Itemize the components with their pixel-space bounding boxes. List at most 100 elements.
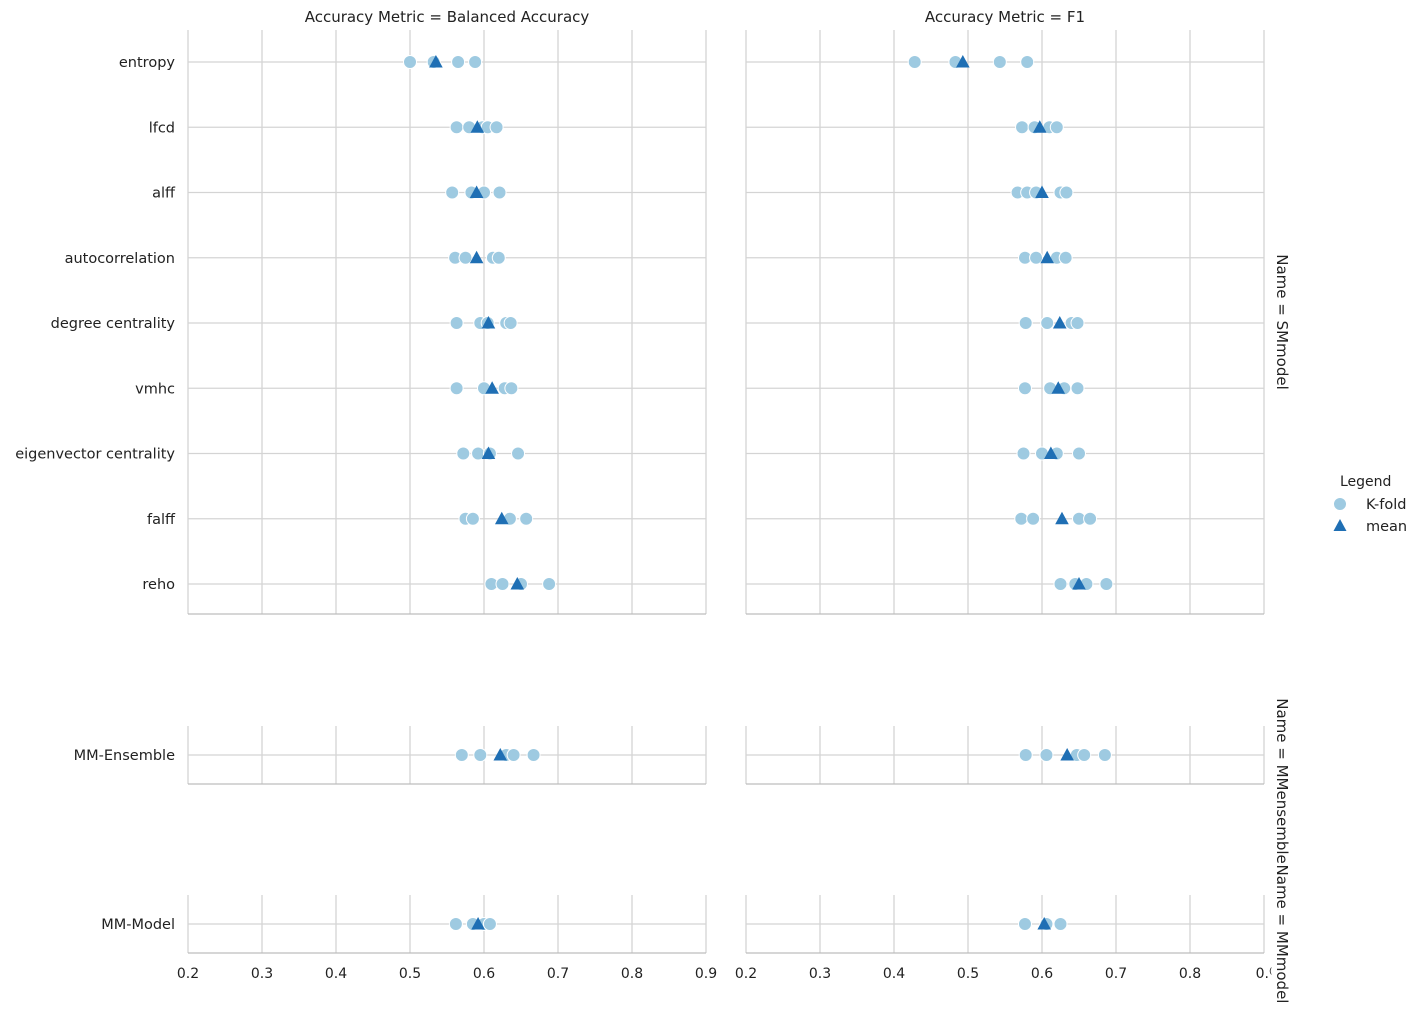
kfold-point: [1016, 446, 1031, 461]
mean-point: [429, 55, 443, 68]
kfold-point: [449, 381, 464, 396]
panels-layer: entropy lfcd alff autocorrelation degree cen…: [15, 30, 1272, 982]
marks-layer: [403, 55, 1114, 931]
mean-point: [1032, 120, 1047, 133]
category-label-entropy: entropy: [119, 55, 176, 71]
kfold-point: [1053, 577, 1068, 591]
kfold-point: [1018, 316, 1033, 330]
kfold-point: [1070, 316, 1085, 330]
kfold-point: [992, 55, 1007, 69]
kfold-point: [449, 316, 464, 330]
category-label-mm-model: MM-Model: [101, 917, 175, 933]
x-tick-label: 0.7: [1105, 966, 1127, 982]
column-title-f1: Accuracy Metric = F1: [925, 8, 1085, 26]
mean-point: [481, 316, 496, 329]
legend-kfold-label: K-fold: [1366, 497, 1406, 513]
x-tick-label: 0.2: [735, 966, 757, 982]
kfold-point: [492, 185, 507, 200]
mean-point: [956, 55, 970, 68]
mean-point: [470, 120, 485, 133]
legend: Legend K-fold mean: [1333, 474, 1407, 535]
kfold-point: [449, 120, 464, 135]
kfold-point: [1017, 917, 1032, 931]
mean-point: [1040, 250, 1054, 264]
kfold-point: [1026, 511, 1041, 526]
mean-point: [1035, 185, 1049, 198]
legend-mean-label: mean: [1366, 519, 1407, 535]
category-label-reho: reho: [142, 577, 175, 593]
kfold-point: [1077, 748, 1092, 762]
kfold-point: [1099, 577, 1114, 591]
kfold-point: [451, 55, 466, 69]
mean-point: [1052, 316, 1067, 329]
kfold-point: [1070, 381, 1085, 396]
kfold-point: [1018, 748, 1033, 762]
category-label-mm-ensemble: MM-Ensemble: [74, 748, 175, 764]
x-tick-label: 0.8: [1179, 966, 1201, 982]
kfold-point: [511, 446, 526, 461]
row-title-mmensemble: Name = MMensemble: [1273, 698, 1291, 864]
x-tick-label: 0.6: [1031, 966, 1053, 982]
x-tick-label: 0.4: [883, 966, 905, 982]
kfold-point: [468, 55, 483, 69]
kfold-point: [489, 120, 504, 135]
kfold-point: [907, 55, 922, 69]
kfold-point: [454, 748, 469, 762]
x-tick-label: 0.2: [177, 966, 199, 982]
mean-point: [1037, 917, 1052, 930]
kfold-point: [504, 381, 519, 396]
mean-point: [1055, 511, 1069, 525]
kfold-point: [1029, 250, 1044, 265]
category-label-degree-centrality: degree centrality: [51, 316, 176, 332]
kfold-point: [491, 250, 506, 265]
x-tick-label: 0.5: [399, 966, 421, 982]
mean-point: [1072, 577, 1086, 590]
kfold-point: [495, 577, 510, 591]
kfold-point: [519, 511, 534, 526]
kfold-point: [1017, 381, 1032, 396]
kfold-point: [506, 748, 521, 762]
mean-point: [493, 748, 508, 761]
category-label-vmhc: vmhc: [135, 381, 175, 397]
legend-title: Legend: [1340, 474, 1391, 490]
kfold-point: [1072, 446, 1086, 461]
kfold-point: [465, 511, 480, 526]
legend-kfold-marker: [1333, 497, 1347, 511]
mean-point: [481, 446, 496, 459]
category-label-autocorrelation: autocorrelation: [65, 251, 175, 267]
kfold-point: [403, 55, 417, 69]
legend-mean-marker: [1333, 519, 1347, 531]
kfold-point: [1059, 185, 1074, 200]
category-label-eigenvector-centrality: eigenvector centrality: [15, 447, 175, 463]
kfold-point: [1015, 120, 1030, 135]
kfold-point: [542, 577, 557, 591]
x-tick-label: 0.⁽: [1256, 966, 1273, 982]
row-title-smmodel: Name = SMmodel: [1273, 254, 1291, 390]
x-tick-label: 0.5: [957, 966, 979, 982]
mean-point: [510, 577, 525, 590]
x-tick-label: 0.8: [621, 966, 643, 982]
kfold-point: [482, 917, 497, 931]
column-title-balanced-accuracy: Accuracy Metric = Balanced Accuracy: [305, 8, 590, 26]
x-tick-label: 0.7: [547, 966, 569, 982]
mean-point: [494, 511, 509, 525]
mean-point: [1051, 381, 1066, 394]
kfold-point: [1049, 120, 1064, 135]
mean-point: [485, 381, 499, 394]
kfold-point: [503, 316, 518, 330]
x-tick-label: 0.6: [473, 966, 495, 982]
kfold-point: [1097, 748, 1112, 762]
kfold-point: [1014, 511, 1029, 526]
kfold-point: [456, 446, 471, 461]
row-title-mmmodel: Name = MMmodel: [1273, 865, 1291, 1004]
mean-point: [469, 185, 484, 198]
category-label-falff: falff: [147, 512, 176, 528]
kfold-point: [526, 748, 541, 762]
mean-point: [471, 917, 485, 930]
x-tick-label: 0.3: [809, 966, 831, 982]
x-tick-label: 0.9: [695, 966, 717, 982]
mean-point: [469, 250, 484, 264]
kfold-point: [445, 185, 460, 200]
kfold-point: [458, 250, 473, 265]
kfold-point: [1039, 748, 1054, 762]
